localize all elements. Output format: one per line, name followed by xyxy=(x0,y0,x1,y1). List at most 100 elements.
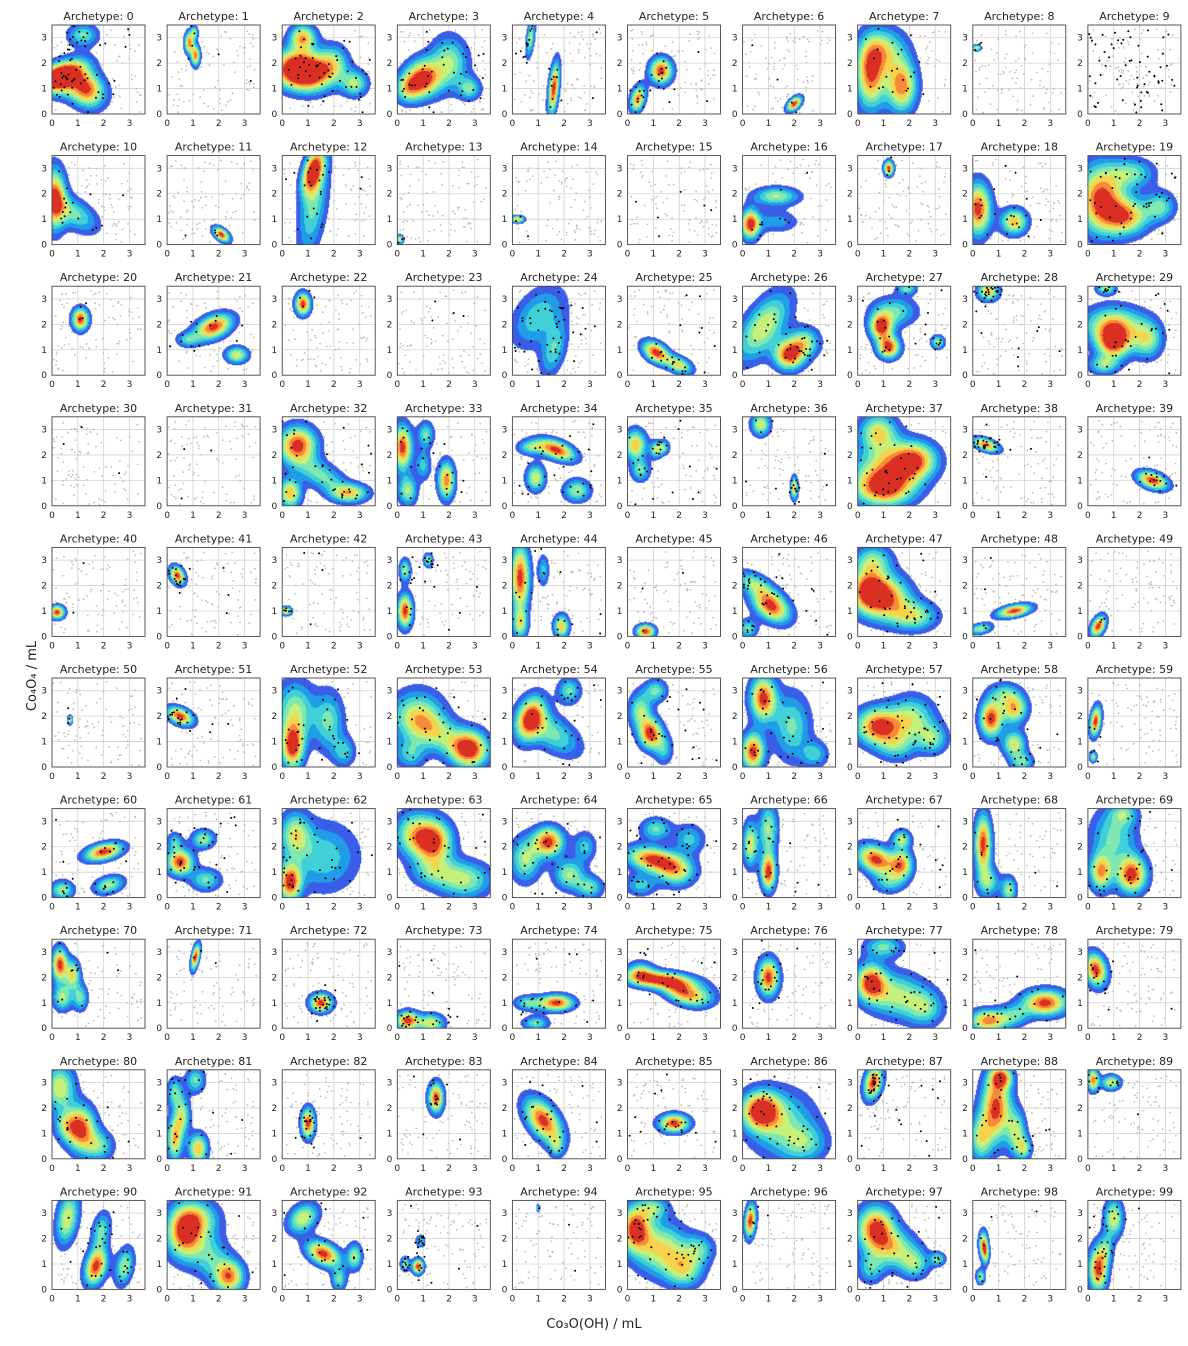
member-point xyxy=(1140,322,1143,325)
member-point xyxy=(996,291,999,293)
member-point xyxy=(891,41,894,44)
background-point xyxy=(682,210,685,213)
background-point xyxy=(203,435,205,438)
x-tick-label: 3 xyxy=(357,119,363,129)
y-tick-label: 2 xyxy=(847,451,853,461)
member-point xyxy=(1145,206,1148,209)
background-point xyxy=(77,476,80,479)
background-point xyxy=(671,235,674,237)
y-tick-label: 0 xyxy=(271,110,277,120)
member-point xyxy=(118,472,121,475)
member-point xyxy=(323,71,326,74)
member-point xyxy=(63,215,66,218)
background-point xyxy=(1123,61,1126,64)
y-tick-label: 1 xyxy=(271,215,277,225)
member-point xyxy=(872,57,875,60)
member-point xyxy=(879,443,882,446)
member-point xyxy=(975,310,978,313)
background-point xyxy=(115,437,118,439)
background-point xyxy=(247,433,250,436)
member-point xyxy=(434,300,437,303)
background-point xyxy=(706,221,709,224)
member-point xyxy=(1171,78,1174,81)
x-tick-label: 1 xyxy=(535,511,541,521)
member-point xyxy=(58,96,61,98)
member-point xyxy=(679,190,682,193)
background-point xyxy=(95,445,97,448)
member-point xyxy=(249,80,252,82)
background-point xyxy=(74,439,77,442)
background-point xyxy=(1117,83,1120,86)
y-tick-label: 2 xyxy=(732,451,738,461)
background-point xyxy=(420,323,423,325)
background-point xyxy=(484,370,487,372)
member-point xyxy=(874,432,877,435)
background-point xyxy=(75,473,78,476)
background-point xyxy=(446,322,448,325)
background-point xyxy=(1171,63,1174,65)
member-point xyxy=(312,43,314,46)
member-point xyxy=(525,61,528,64)
panel-title: Archetype: 6 xyxy=(754,10,824,23)
background-point xyxy=(85,433,88,436)
background-point xyxy=(184,424,187,426)
background-point xyxy=(1125,102,1127,105)
member-point xyxy=(697,491,700,494)
member-point xyxy=(973,290,976,293)
member-point xyxy=(1117,39,1120,42)
member-point xyxy=(310,237,313,240)
y-tick-label: 1 xyxy=(41,476,47,486)
member-point xyxy=(587,448,590,451)
background-point xyxy=(630,195,633,198)
x-tick-label: 3 xyxy=(702,119,708,129)
background-point xyxy=(193,498,196,500)
background-point xyxy=(1092,50,1094,52)
member-point xyxy=(1116,78,1119,81)
background-point xyxy=(74,457,77,460)
member-point xyxy=(924,323,927,326)
member-point xyxy=(307,171,310,174)
x-tick-label: 3 xyxy=(932,119,938,129)
y-tick-label: 1 xyxy=(617,476,623,486)
member-point xyxy=(665,366,668,369)
member-point xyxy=(801,337,804,340)
background-point xyxy=(1140,32,1143,35)
panel-title: Archetype: 35 xyxy=(635,402,712,415)
member-point xyxy=(534,447,537,450)
x-tick-label: 0 xyxy=(510,380,516,390)
background-point xyxy=(196,441,198,444)
member-point xyxy=(557,291,560,294)
background-point xyxy=(98,498,101,500)
background-point xyxy=(73,451,76,454)
member-point xyxy=(861,446,864,449)
member-point xyxy=(69,59,72,62)
background-point xyxy=(76,430,79,433)
member-point xyxy=(530,27,533,30)
member-point xyxy=(1155,327,1157,330)
member-point xyxy=(649,89,652,92)
member-point xyxy=(819,342,821,345)
background-point xyxy=(670,228,672,230)
background-point xyxy=(711,235,714,237)
member-point xyxy=(550,78,553,81)
y-tick-label: 3 xyxy=(387,426,393,436)
member-point xyxy=(193,349,196,352)
member-point xyxy=(758,313,761,316)
member-point xyxy=(66,93,69,96)
x-tick-label: 1 xyxy=(996,250,1002,260)
x-tick-label: 3 xyxy=(1047,380,1053,390)
member-point xyxy=(806,325,809,328)
background-point xyxy=(1169,64,1172,67)
panel-title: Archetype: 37 xyxy=(866,402,943,415)
background-point xyxy=(1088,80,1091,82)
member-point xyxy=(535,293,538,296)
member-point xyxy=(886,174,889,177)
x-tick-label: 0 xyxy=(1085,380,1091,390)
background-point xyxy=(476,357,479,360)
member-point xyxy=(939,339,942,342)
member-point xyxy=(195,322,198,325)
member-point xyxy=(1136,84,1139,87)
y-tick-label: 0 xyxy=(847,110,853,120)
member-point xyxy=(1091,39,1093,42)
